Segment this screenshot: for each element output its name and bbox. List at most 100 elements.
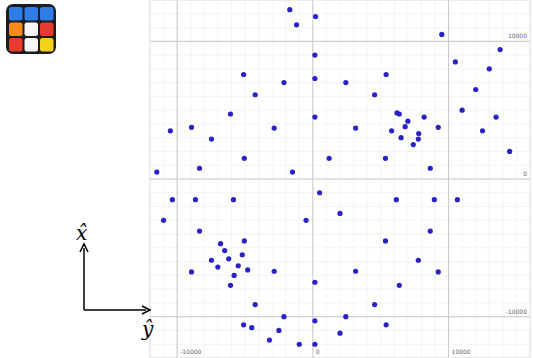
- point: [197, 228, 202, 233]
- x-tick-label: 10000: [452, 348, 471, 355]
- point: [276, 328, 281, 333]
- point: [416, 131, 421, 136]
- point: [384, 72, 389, 77]
- minor-grid: [150, 68, 530, 69]
- y-tick-label: -10000: [506, 308, 527, 315]
- point: [312, 342, 317, 347]
- minor-grid: [150, 55, 530, 56]
- minor-grid: [150, 96, 530, 97]
- point: [249, 325, 254, 330]
- point: [226, 256, 231, 261]
- point: [241, 322, 246, 327]
- point: [209, 136, 214, 141]
- point: [218, 241, 223, 246]
- axis-label: ŷ: [141, 317, 154, 341]
- point: [312, 318, 317, 323]
- point: [272, 269, 277, 274]
- minor-grid: [150, 41, 530, 42]
- point: [507, 149, 512, 154]
- point: [222, 248, 227, 253]
- cube-icon: [6, 4, 56, 54]
- minor-grid: [150, 206, 530, 207]
- minor-grid: [150, 179, 530, 180]
- point: [416, 136, 421, 141]
- point: [272, 125, 277, 130]
- point: [383, 156, 388, 161]
- x-tick-label: 0: [316, 348, 320, 355]
- grid-line: [150, 316, 530, 317]
- point: [231, 197, 236, 202]
- point: [253, 302, 258, 307]
- point: [281, 80, 286, 85]
- point: [253, 92, 258, 97]
- point: [327, 156, 332, 161]
- minor-grid: [150, 247, 530, 248]
- minor-grid: [150, 151, 530, 152]
- point: [398, 135, 403, 140]
- point: [394, 110, 399, 115]
- point: [353, 269, 358, 274]
- point: [389, 128, 394, 133]
- chart: -10000010000-10000010000x̂ŷ: [0, 0, 533, 358]
- grid: [150, 0, 530, 358]
- point: [460, 108, 465, 113]
- point: [228, 111, 233, 116]
- point: [245, 267, 250, 272]
- cube-tile: [25, 7, 39, 21]
- minor-grid: [150, 234, 530, 235]
- point: [189, 125, 194, 130]
- point: [343, 314, 348, 319]
- point: [384, 322, 389, 327]
- arrow-right: [84, 309, 146, 311]
- point: [337, 211, 342, 216]
- minor-grid: [150, 316, 530, 317]
- point: [343, 80, 348, 85]
- point: [193, 197, 198, 202]
- point: [242, 156, 247, 161]
- cube-body: [6, 4, 56, 54]
- cube-tile: [40, 7, 54, 21]
- point: [236, 263, 241, 268]
- point: [394, 197, 399, 202]
- arrow-up: [83, 248, 85, 310]
- point: [228, 283, 233, 288]
- minor-grid: [150, 192, 530, 193]
- cube-tile: [9, 7, 23, 21]
- point: [197, 166, 202, 171]
- point: [397, 283, 402, 288]
- point: [372, 302, 377, 307]
- y-tick-label: 10000: [508, 32, 527, 39]
- point: [317, 190, 322, 195]
- point: [498, 47, 503, 52]
- minor-grid: [150, 289, 530, 290]
- cube-tile: [40, 38, 54, 52]
- point: [372, 92, 377, 97]
- point: [290, 170, 295, 175]
- cube-tile: [9, 38, 23, 52]
- minor-grid: [150, 123, 530, 124]
- point: [416, 258, 421, 263]
- points: [154, 7, 512, 347]
- point: [232, 273, 237, 278]
- cube-tile: [25, 23, 39, 37]
- point: [428, 228, 433, 233]
- minor-grid: [150, 110, 530, 111]
- point: [209, 258, 214, 263]
- point: [455, 197, 460, 202]
- point: [240, 252, 245, 257]
- point: [242, 238, 247, 243]
- point: [287, 7, 292, 12]
- arrow-head: [142, 306, 150, 314]
- minor-grid: [150, 82, 530, 83]
- point: [436, 269, 441, 274]
- minor-grid: [150, 302, 530, 303]
- point: [170, 197, 175, 202]
- arrow-head: [80, 244, 88, 252]
- point: [241, 72, 246, 77]
- point: [439, 32, 444, 37]
- point: [493, 114, 498, 119]
- point: [436, 125, 441, 130]
- point: [428, 166, 433, 171]
- point: [297, 342, 302, 347]
- point: [480, 128, 485, 133]
